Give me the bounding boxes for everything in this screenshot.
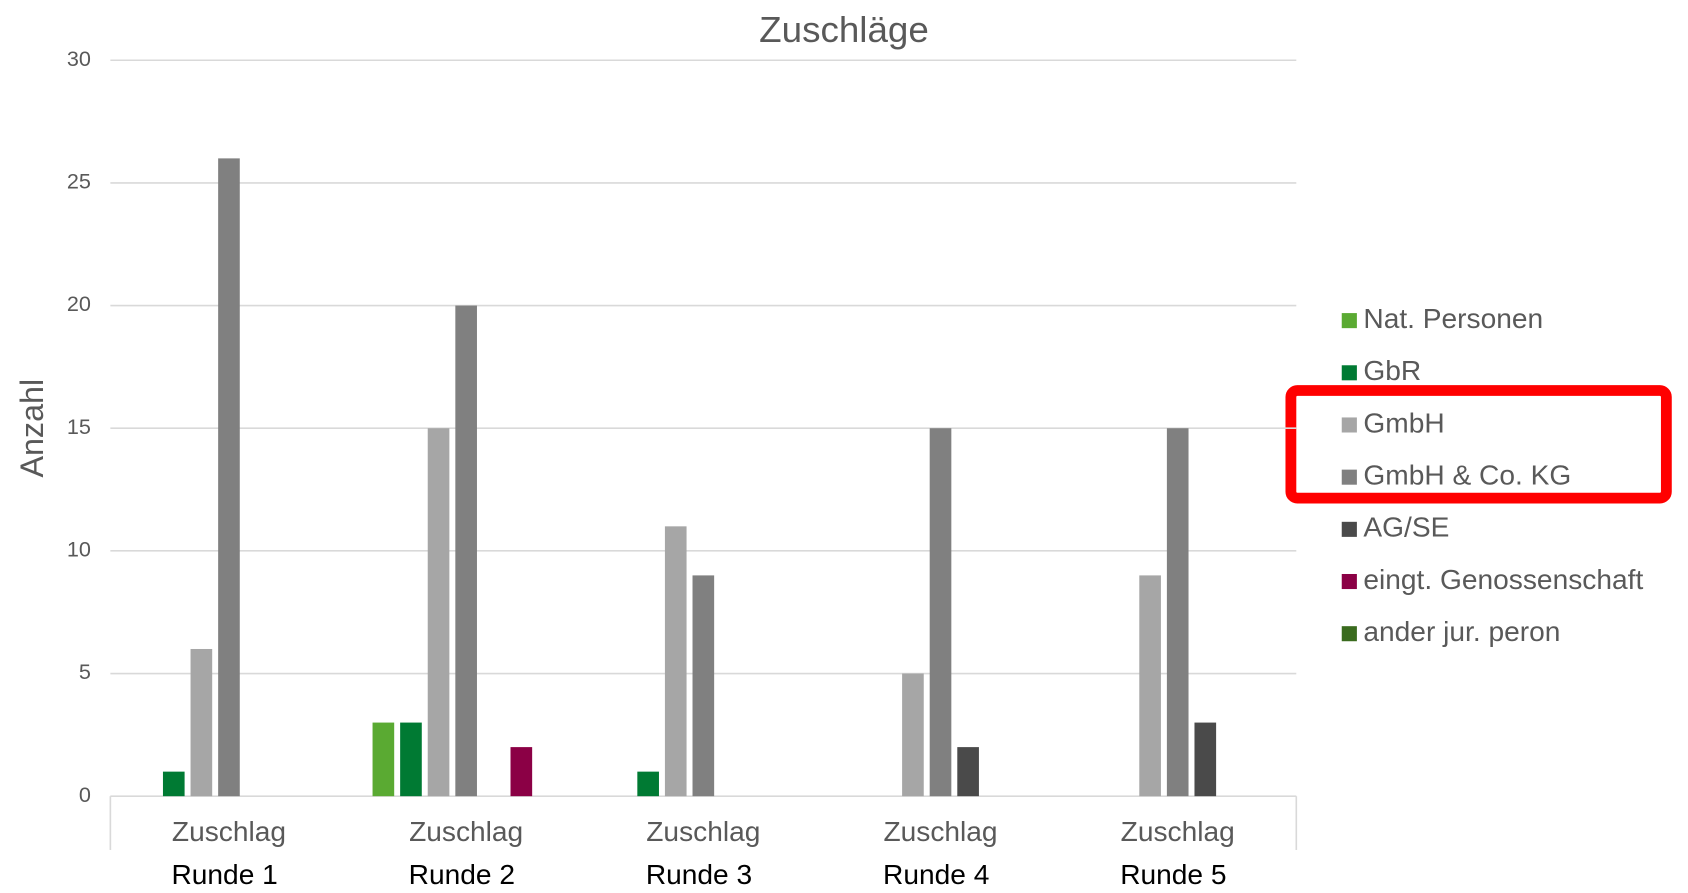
legend-label: GmbH bbox=[1363, 407, 1444, 438]
x-group-label: Runde 4 bbox=[883, 859, 989, 890]
x-group-label: Runde 2 bbox=[409, 859, 515, 890]
legend-label: AG/SE bbox=[1363, 512, 1449, 543]
bar bbox=[1166, 428, 1189, 797]
bar bbox=[372, 722, 395, 797]
legend-swatch bbox=[1341, 573, 1357, 590]
bar bbox=[427, 428, 450, 797]
bar bbox=[510, 747, 533, 797]
bar bbox=[664, 526, 687, 797]
bar bbox=[162, 771, 185, 797]
y-tick-label: 25 bbox=[67, 169, 91, 194]
x-tick-label: Zuschlag bbox=[883, 816, 997, 847]
bar bbox=[400, 722, 422, 797]
bar bbox=[1194, 722, 1217, 797]
legend-swatch bbox=[1341, 469, 1357, 485]
legend-label: eingt. Genossenschaft bbox=[1363, 564, 1643, 595]
legend-swatch bbox=[1341, 521, 1357, 537]
y-tick-label: 20 bbox=[67, 291, 91, 316]
y-tick-label: 0 bbox=[79, 782, 91, 807]
bar bbox=[902, 673, 924, 797]
y-tick-label: 10 bbox=[67, 537, 91, 562]
legend-swatch bbox=[1341, 365, 1357, 381]
x-tick-label: Zuschlag bbox=[409, 816, 523, 847]
legend-label: Nat. Personen bbox=[1363, 303, 1543, 334]
x-group-label: Runde 1 bbox=[171, 859, 277, 890]
legend-label: ander jur. peron bbox=[1363, 616, 1560, 647]
bar bbox=[218, 158, 240, 797]
legend-label: GmbH & Co. KG bbox=[1363, 460, 1571, 491]
x-tick-label: Zuschlag bbox=[646, 816, 760, 847]
chart-title: Zuschläge bbox=[759, 9, 929, 50]
legend-swatch bbox=[1341, 417, 1357, 433]
legend-label: GbR bbox=[1363, 355, 1421, 386]
bar bbox=[1139, 575, 1161, 797]
y-tick-label: 5 bbox=[79, 659, 91, 684]
x-tick-label: Zuschlag bbox=[1121, 816, 1235, 847]
x-group-label: Runde 5 bbox=[1120, 859, 1226, 890]
bar bbox=[692, 575, 715, 797]
highlight-box bbox=[1285, 385, 1672, 504]
bar bbox=[637, 771, 659, 797]
legend-swatch bbox=[1341, 626, 1357, 642]
y-tick-label: 30 bbox=[67, 46, 91, 71]
bar bbox=[929, 428, 952, 797]
legend-swatch bbox=[1341, 313, 1357, 329]
x-tick-label: Zuschlag bbox=[172, 816, 286, 847]
bar bbox=[190, 648, 213, 797]
bar bbox=[455, 305, 477, 797]
y-tick-label: 15 bbox=[67, 414, 91, 439]
x-group-label: Runde 3 bbox=[646, 859, 752, 890]
y-axis-label: Anzahl bbox=[14, 379, 50, 478]
bar bbox=[957, 747, 979, 797]
